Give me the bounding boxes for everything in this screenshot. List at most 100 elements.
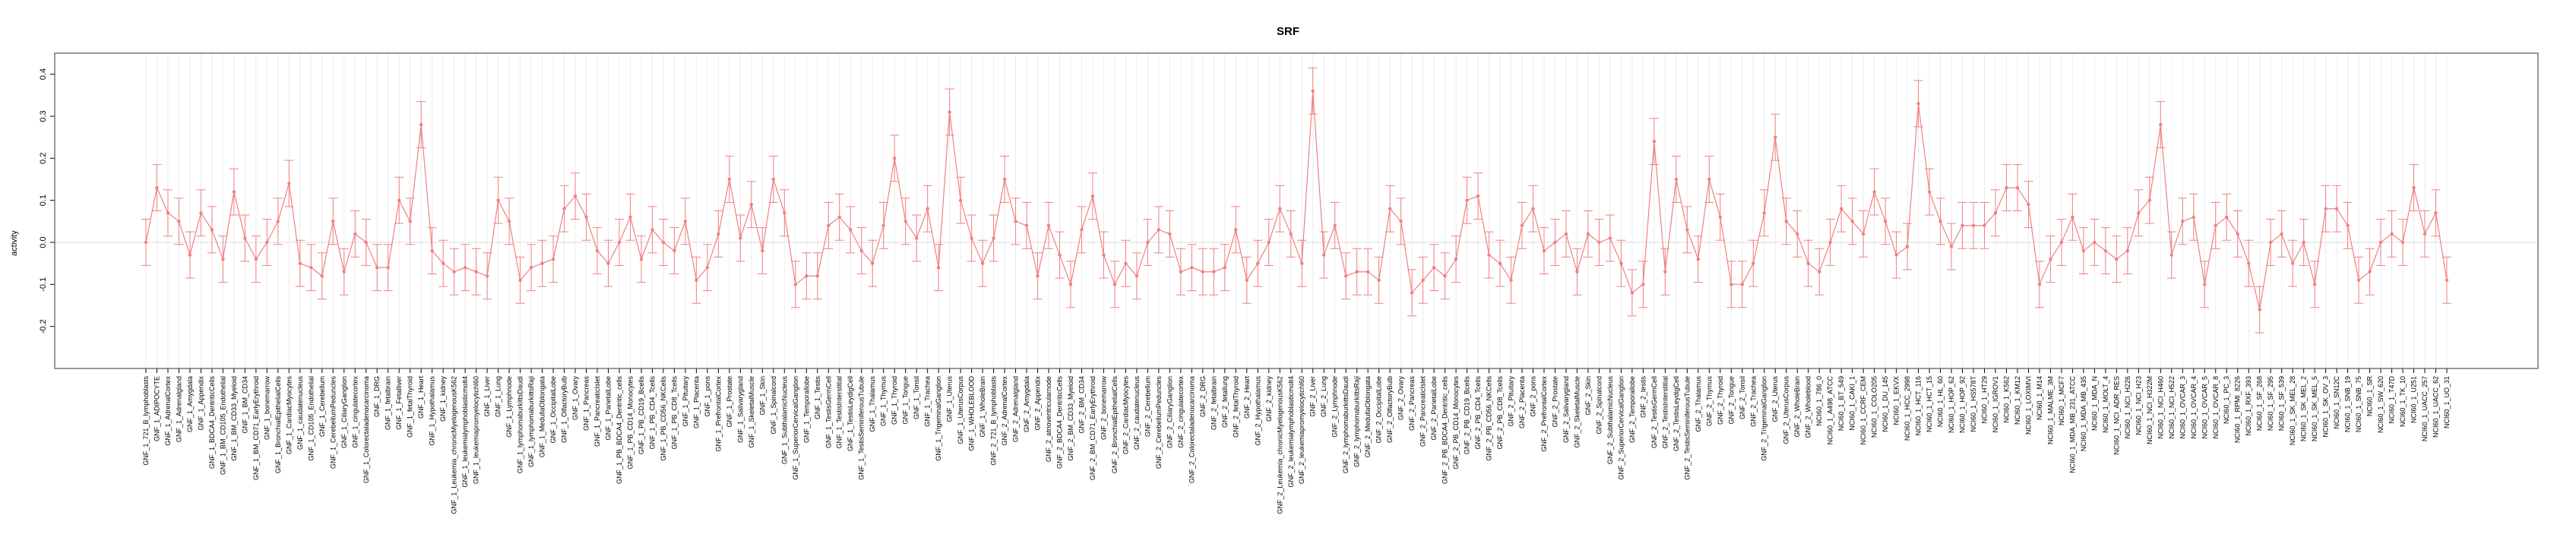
x-tick-label: GNF_1_CiliaryGanglion bbox=[340, 376, 348, 448]
data-point bbox=[1311, 89, 1315, 93]
x-tick-label: GNF_2_Lymphnode bbox=[1331, 376, 1339, 438]
data-point bbox=[805, 274, 809, 278]
data-point bbox=[1685, 228, 1689, 232]
x-tick-label: GNF_1_Amygdala bbox=[186, 376, 194, 432]
data-point bbox=[496, 198, 500, 202]
x-tick-label: GNF_1_leukemiapromyelocytichl60 bbox=[473, 376, 480, 484]
data-point bbox=[1883, 220, 1888, 223]
data-point bbox=[1740, 283, 1744, 286]
x-tick-label: GNF_2_fetalbrain bbox=[1210, 376, 1217, 430]
x-tick-label: NCI60_1_CAKI_1 bbox=[1849, 376, 1856, 431]
x-tick-label: GNF_1_721_B_lymphoblasts bbox=[142, 376, 150, 466]
data-point bbox=[1774, 135, 1777, 139]
data-point bbox=[2093, 240, 2097, 245]
x-tick-label: GNF_2_Trachea bbox=[1749, 376, 1757, 427]
x-tick-label: GNF_1_Cerebellum bbox=[318, 376, 326, 437]
data-point bbox=[188, 253, 192, 257]
data-point bbox=[639, 257, 644, 261]
data-point bbox=[1487, 253, 1491, 257]
data-point bbox=[1993, 211, 1998, 215]
data-point bbox=[1333, 223, 1337, 228]
data-point bbox=[2147, 198, 2152, 202]
x-tick-label: GNF_2_Appendix bbox=[1034, 376, 1042, 431]
data-point bbox=[1509, 278, 1513, 282]
data-point bbox=[717, 232, 720, 236]
x-tick-label: GNF_2_PB_CD8_Tcells bbox=[1496, 376, 1504, 450]
x-tick-label: GNF_2_Uterus bbox=[1771, 376, 1779, 422]
data-point bbox=[1861, 232, 1866, 236]
data-point bbox=[232, 190, 236, 194]
x-tick-label: NCI60_1_MDA_MB_231_ATCC bbox=[2068, 376, 2076, 473]
x-tick-label: GNF_1_Testis bbox=[814, 376, 821, 420]
data-point bbox=[771, 177, 776, 182]
x-tick-label: GNF_2_PB_CD56_NKCells bbox=[1486, 376, 1493, 461]
x-tick-label: GNF_1_UterusCorpus bbox=[957, 376, 964, 444]
data-point bbox=[2103, 248, 2108, 253]
data-point bbox=[2005, 185, 2008, 190]
x-tick-label: GNF_1_Lymphnode bbox=[505, 376, 513, 438]
data-point bbox=[243, 236, 247, 240]
data-point bbox=[353, 232, 357, 236]
data-point bbox=[1410, 291, 1414, 295]
data-point bbox=[1190, 266, 1194, 270]
y-tick-label: 0.2 bbox=[39, 153, 48, 164]
data-point bbox=[1641, 283, 1645, 286]
data-point bbox=[2368, 270, 2372, 274]
data-point bbox=[551, 257, 555, 261]
x-tick-label: GNF_2_PrefrontalCortex bbox=[1540, 376, 1548, 452]
x-tick-label: GNF_1_fetalbrain bbox=[385, 376, 392, 430]
x-tick-label: GNF_1_Hypothalamus bbox=[429, 376, 436, 446]
x-tick-label: GNF_1_SkeletalMuscle bbox=[748, 376, 755, 448]
data-point bbox=[1102, 253, 1106, 257]
x-tick-label: GNF_1_PB_BDCA4_Dentritic_cells bbox=[616, 376, 623, 485]
x-tick-label: NCI60_1_T47D bbox=[2388, 376, 2396, 424]
data-point bbox=[1850, 220, 1854, 223]
x-tick-label: GNF_2_Tongue bbox=[1727, 376, 1735, 425]
x-tick-label: GNF_1_PB_CD4_Tcells bbox=[648, 376, 656, 450]
x-tick-label: NCI60_1_RXF_393 bbox=[2245, 376, 2252, 436]
x-tick-label: NCI60_1_KM12 bbox=[2014, 376, 2021, 425]
data-point bbox=[2324, 207, 2328, 210]
data-point bbox=[1454, 257, 1458, 261]
data-point bbox=[309, 266, 313, 270]
x-tick-label: GNF_2_BronchialEpithelialCells bbox=[1111, 376, 1119, 474]
x-tick-label: GNF_1_Ovary bbox=[571, 376, 579, 421]
data-point bbox=[650, 228, 654, 232]
data-point bbox=[1752, 261, 1755, 265]
data-point bbox=[992, 236, 995, 240]
x-tick-label: GNF_1_SubthalamicNucleus bbox=[780, 376, 788, 465]
x-tick-label: NCI60_1_EKVX bbox=[1893, 376, 1900, 425]
data-point bbox=[155, 185, 159, 190]
x-tick-label: GNF_2_WholeBrain bbox=[1793, 376, 1801, 438]
data-point bbox=[1707, 177, 1711, 182]
data-point bbox=[1960, 223, 1964, 228]
x-tick-label: GNF_2_cingulatecortex bbox=[1177, 376, 1185, 448]
x-tick-label: NCI60_1_MDA_MB_435 bbox=[2080, 376, 2087, 451]
x-tick-label: GNF_2_CerebellumPeduncles bbox=[1155, 376, 1163, 470]
x-tick-label: NCI60_1_M14 bbox=[2036, 376, 2043, 420]
data-point bbox=[1068, 283, 1073, 286]
x-tick-label: GNF_2_BDCA4_DentriticCells bbox=[1056, 376, 1064, 470]
x-tick-label: GNF_2_AdrenalCortex bbox=[1001, 376, 1008, 446]
x-tick-label: GNF_1_CerebellumPeduncles bbox=[329, 376, 337, 470]
x-tick-label: GNF_1_Liver bbox=[483, 376, 491, 417]
data-point bbox=[2169, 253, 2173, 257]
data-point bbox=[298, 261, 302, 265]
data-point bbox=[705, 266, 710, 270]
data-point bbox=[177, 220, 181, 223]
x-tick-label: GNF_1_kidney bbox=[439, 376, 447, 422]
data-point bbox=[1796, 232, 1799, 236]
x-tick-label: NCI60_1_SW_620 bbox=[2377, 376, 2385, 433]
x-tick-label: GNF_2_pons bbox=[1529, 376, 1536, 417]
x-tick-label: GNF_2_TrigeminalGanglion bbox=[1761, 376, 1768, 461]
x-tick-label: NCI60_1_MOLT_4 bbox=[2102, 376, 2109, 433]
x-tick-label: GNF_2_Thalamus bbox=[1695, 376, 1702, 432]
data-point bbox=[1949, 245, 1954, 248]
data-point bbox=[2214, 223, 2217, 228]
x-tick-label: NCI60_1_SR bbox=[2366, 376, 2374, 417]
data-point bbox=[892, 157, 897, 160]
x-tick-label: NCI60_1_MALME_3M bbox=[2046, 376, 2054, 444]
data-point bbox=[1267, 240, 1271, 245]
x-tick-label: GNF_2_Spinalcord bbox=[1595, 376, 1603, 435]
chart-title: SRF bbox=[1277, 25, 1299, 38]
